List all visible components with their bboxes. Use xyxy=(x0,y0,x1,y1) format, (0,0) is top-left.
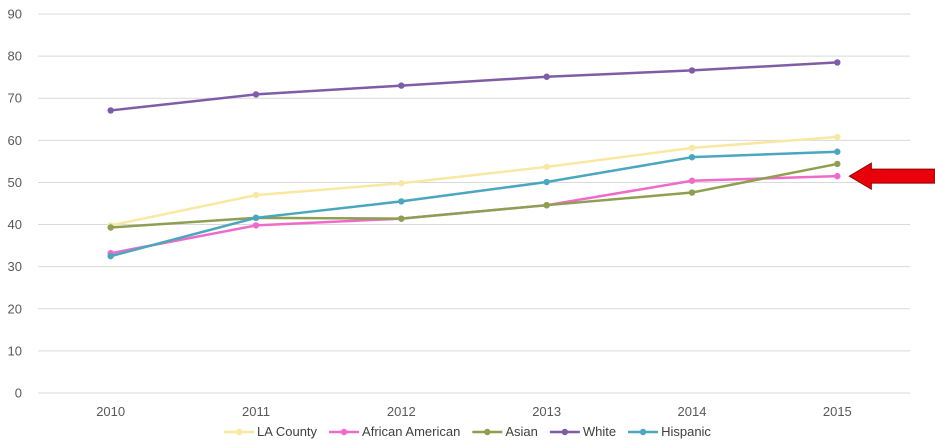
x-tick-label: 2015 xyxy=(823,404,852,419)
data-point xyxy=(688,67,696,74)
legend-swatch-marker xyxy=(639,428,647,436)
data-point xyxy=(688,177,696,184)
legend-item-asian: Asian xyxy=(472,424,538,439)
y-tick-label: 90 xyxy=(8,7,22,22)
data-point xyxy=(834,160,841,168)
data-point xyxy=(398,180,405,187)
y-tick-label: 30 xyxy=(8,259,22,274)
data-point xyxy=(107,224,114,231)
data-point xyxy=(688,189,696,196)
data-point xyxy=(834,172,841,180)
data-point xyxy=(252,191,260,199)
legend-label: African American xyxy=(362,424,460,439)
gridlines xyxy=(38,13,910,394)
x-tick-label: 2011 xyxy=(242,404,270,419)
series-line xyxy=(109,174,839,255)
legend-label: LA County xyxy=(257,424,317,439)
series-line xyxy=(109,61,839,112)
series-line xyxy=(109,135,839,227)
legend-swatch-marker xyxy=(561,428,569,436)
series-lines xyxy=(107,59,841,260)
legend: LA County African American Asian White Hispa… xyxy=(224,424,711,439)
legend-swatch-marker xyxy=(340,428,348,436)
x-tick-label: 2013 xyxy=(532,404,561,419)
x-tick-label: 2010 xyxy=(96,404,125,419)
y-tick-label: 80 xyxy=(8,49,22,64)
data-point xyxy=(543,163,550,171)
data-point xyxy=(107,107,114,114)
series-hispanic xyxy=(107,148,841,260)
data-point xyxy=(398,198,405,205)
series-la-county xyxy=(107,133,841,229)
data-point xyxy=(834,133,841,141)
x-tick-label: 2012 xyxy=(387,404,416,419)
series-white xyxy=(107,59,841,114)
series-line xyxy=(109,162,839,229)
x-tick-label: 2014 xyxy=(678,404,707,419)
data-point xyxy=(688,144,696,152)
data-point xyxy=(688,153,696,161)
legend-swatch-marker xyxy=(484,428,491,436)
legend-label: Hispanic xyxy=(661,424,711,439)
y-tick-label: 40 xyxy=(8,217,22,232)
series-asian xyxy=(107,160,841,231)
data-point xyxy=(252,91,260,98)
legend-item-hispanic: Hispanic xyxy=(628,424,711,439)
data-point xyxy=(107,252,114,260)
legend-item-african-american: African American xyxy=(329,424,460,439)
y-axis: 0 10 20 30 40 50 60 70 80 90 xyxy=(8,7,22,401)
y-tick-label: 20 xyxy=(8,301,22,316)
data-point xyxy=(543,73,550,80)
data-point xyxy=(543,178,550,186)
data-point xyxy=(252,222,260,229)
y-tick-label: 70 xyxy=(8,91,22,106)
data-point xyxy=(834,59,841,66)
annotation xyxy=(848,162,935,191)
legend-label: Asian xyxy=(505,424,538,439)
data-point xyxy=(252,214,260,222)
data-point xyxy=(543,201,550,209)
red-arrow-icon xyxy=(848,162,935,191)
legend-swatch-marker xyxy=(235,428,243,436)
series-line xyxy=(109,150,839,258)
legend-item-la-county: LA County xyxy=(224,424,318,439)
legend-item-white: White xyxy=(549,424,616,439)
y-tick-label: 10 xyxy=(8,343,22,358)
data-point xyxy=(398,82,405,89)
data-point xyxy=(834,148,841,155)
x-axis: 2010 2011 2012 2013 2014 2015 xyxy=(96,404,852,419)
y-tick-label: 50 xyxy=(8,175,22,190)
y-tick-label: 0 xyxy=(15,386,22,401)
y-tick-label: 60 xyxy=(8,133,22,148)
legend-label: White xyxy=(583,424,616,439)
data-point xyxy=(398,215,405,222)
